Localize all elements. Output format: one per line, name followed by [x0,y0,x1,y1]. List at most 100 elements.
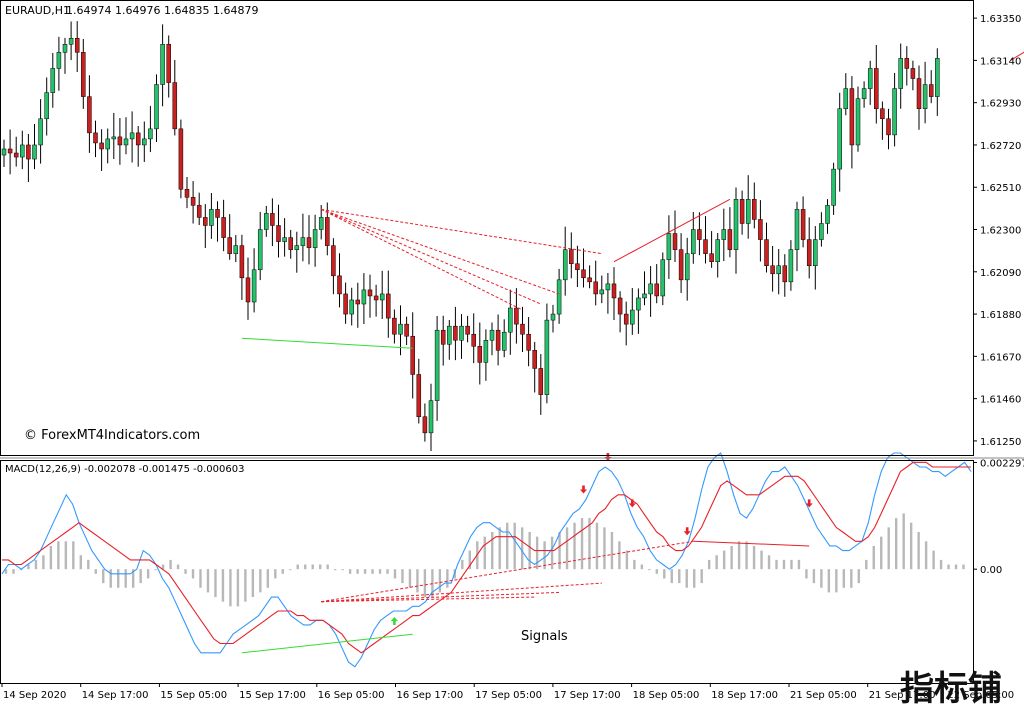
price-ytick-label: 1.61670 [980,352,1021,363]
bull-candle-body [490,330,494,340]
bull-candle-body [661,260,665,296]
bull-candle-body [161,44,165,84]
macd-histogram-bar [596,523,598,569]
macd-ytick-label: 0.002297 [980,458,1024,469]
bear-candle-body [679,250,683,280]
macd-histogram-bar [932,551,934,570]
bull-candle-body [142,139,146,145]
macd-histogram-bar [566,527,568,569]
macd-histogram-bar [835,569,837,592]
bull-candle-body [856,99,860,145]
macd-histogram-bar [416,569,418,592]
macd-histogram-bar [326,565,328,570]
bear-candle-body [582,270,586,278]
macd-histogram-bar [274,569,276,578]
macd-histogram-bar [80,555,82,569]
macd-histogram-bar [715,555,717,569]
price-ytick-label: 1.61250 [980,437,1021,448]
macd-histogram-bar [843,569,845,588]
bear-candle-body [710,254,714,262]
bear-candle-body [618,298,622,314]
macd-ytick-label: 0.00 [980,565,1002,576]
xtick-label: 21 Sep 05:00 [790,690,857,701]
macd-histogram-bar [409,569,411,588]
bull-candle-body [234,246,238,254]
bear-candle-body [100,143,104,149]
macd-histogram-bar [551,537,553,570]
macd-histogram-bar [424,569,426,597]
macd-histogram-bar [895,518,897,569]
bear-candle-body [356,300,360,304]
bull-candle-body [209,209,213,225]
macd-histogram-bar [334,569,336,570]
bear-candle-body [575,264,579,270]
macd-histogram-bar [581,518,583,569]
macd-histogram-bar [12,569,14,574]
bull-candle-body [283,238,287,242]
bull-candle-body [600,290,604,294]
macd-histogram-bar [42,555,44,569]
price-ytick-label: 1.63140 [980,56,1021,67]
bear-candle-body [466,326,470,334]
bear-candle-body [197,205,201,217]
macd-histogram-bar [124,569,126,588]
bull-candle-body [124,139,128,145]
macd-histogram-bar [536,537,538,570]
bear-candle-body [783,266,787,282]
macd-histogram-bar [760,551,762,570]
bear-candle-body [240,246,244,278]
bear-candle-body [588,278,592,282]
bull-candle-body [399,324,403,334]
bear-candle-body [167,44,171,82]
header-ohlc: 1.64974 1.64976 1.64835 1.64879 [66,4,258,17]
bear-candle-body [917,79,921,109]
bull-candle-body [362,290,366,304]
macd-histogram-bar [349,569,351,574]
bear-candle-body [368,290,372,296]
bear-candle-body [758,219,762,239]
bear-candle-body [527,334,531,350]
bear-candle-body [8,149,12,153]
macd-histogram-bar [499,527,501,569]
bull-candle-body [832,169,836,205]
bull-candle-body [563,250,567,280]
macd-histogram-bar [947,565,949,570]
xtick-label: 16 Sep 17:00 [397,690,464,701]
macd-histogram-bar [962,565,964,570]
xtick-label: 15 Sep 05:00 [160,690,227,701]
macd-histogram-bar [611,532,613,569]
bull-candle-body [545,320,549,394]
bull-candle-body [301,238,305,246]
macd-histogram-bar [364,569,366,574]
bear-candle-body [423,417,427,433]
bear-candle-body [75,38,79,52]
macd-histogram-bar [267,569,269,588]
bear-candle-body [533,350,537,368]
bear-candle-body [655,284,659,296]
bull-candle-body [252,270,256,302]
xtick-label: 17 Sep 17:00 [554,690,621,701]
macd-histogram-bar [394,569,396,578]
bear-candle-body [594,282,598,294]
bear-candle-body [880,109,884,119]
macd-histogram-bar [207,569,209,592]
bear-candle-body [228,238,232,254]
bull-candle-body [734,199,738,249]
macd-histogram-bar [955,565,957,570]
bull-candle-body [112,137,116,139]
bear-candle-body [472,334,476,346]
bull-candle-body [935,58,939,96]
bull-candle-body [508,308,512,332]
price-ytick-label: 1.62720 [980,141,1021,152]
macd-histogram-bar [282,569,284,574]
signals-label: Signals [521,629,568,644]
bear-candle-body [514,308,518,324]
xtick-label: 18 Sep 05:00 [633,690,700,701]
bear-candle-body [136,133,140,145]
bull-candle-body [716,240,720,262]
bull-candle-body [460,326,464,340]
bull-candle-body [636,298,640,310]
bull-candle-body [20,145,24,157]
bull-candle-body [795,209,799,249]
